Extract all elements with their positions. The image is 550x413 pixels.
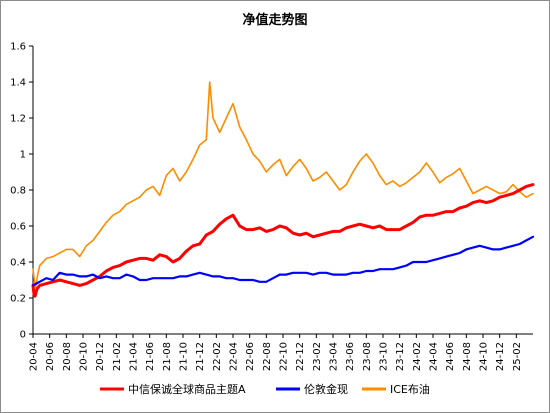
- legend-label: 伦敦金现: [304, 382, 348, 396]
- x-tick-label: 23-06: [345, 342, 356, 371]
- y-tick-label: 0: [20, 330, 26, 341]
- y-tick-label: 0.2: [10, 294, 26, 305]
- x-tick-label: 24-06: [445, 342, 456, 371]
- x-tick-label: 25-02: [512, 342, 523, 371]
- series-layer: [31, 81, 535, 298]
- x-tick-label: 22-10: [279, 342, 290, 371]
- legend: 中信保诚全球商品主题A 伦敦金现 ICE布油: [100, 382, 430, 396]
- x-tick-label: 20-04: [29, 342, 40, 371]
- x-tick-label: 22-06: [245, 342, 256, 371]
- x-tick-label: 20-06: [45, 342, 56, 371]
- x-tick-label: 22-02: [212, 342, 223, 371]
- legend-label: ICE布油: [390, 382, 430, 396]
- y-tick-label: 1.4: [10, 78, 26, 89]
- axes: 0 0.2 0.4 0.6 0.8 1 1.2 1.4 1.6 20-04 20-06 20-08 20…: [10, 42, 533, 371]
- x-tick-label: 20-08: [62, 342, 73, 371]
- x-tick-label: 21-06: [145, 342, 156, 371]
- y-tick-label: 1.2: [10, 114, 26, 125]
- x-tick-label: 22-04: [229, 342, 240, 371]
- x-tick-label: 20-12: [95, 342, 106, 371]
- x-tick-label: 21-10: [179, 342, 190, 371]
- series-line-2: [32, 81, 534, 288]
- y-tick-label: 0.8: [10, 186, 26, 197]
- x-tick-label: 21-04: [129, 342, 140, 371]
- x-tick-label: 24-02: [412, 342, 423, 371]
- x-tick-label: 22-12: [295, 342, 306, 371]
- x-tick-label: 22-08: [262, 342, 273, 371]
- x-tick-label: 24-04: [429, 342, 440, 371]
- x-tick-label: 24-10: [479, 342, 490, 371]
- y-tick-label: 1.6: [10, 42, 26, 53]
- x-tick-label: 24-08: [462, 342, 473, 371]
- chart-title: 净值走势图: [242, 12, 307, 28]
- series-line-1: [31, 235, 535, 287]
- y-tick-label: 0.4: [10, 258, 26, 269]
- y-tick-label: 1: [20, 150, 26, 161]
- x-tick-label: 23-08: [362, 342, 373, 371]
- x-tick-label: 21-12: [195, 342, 206, 371]
- series-line-0: [31, 183, 535, 298]
- x-tick-label: 21-02: [112, 342, 123, 371]
- x-tick-label: 23-10: [379, 342, 390, 371]
- x-tick-label: 24-12: [495, 342, 506, 371]
- x-tick-label: 23-12: [395, 342, 406, 371]
- x-tick-label: 21-08: [162, 342, 173, 371]
- x-tick-label: 20-10: [79, 342, 90, 371]
- x-tick-label: 23-04: [329, 342, 340, 371]
- legend-label: 中信保诚全球商品主题A: [128, 382, 246, 396]
- y-tick-label: 0.6: [10, 222, 26, 233]
- x-tick-label: 23-02: [312, 342, 323, 371]
